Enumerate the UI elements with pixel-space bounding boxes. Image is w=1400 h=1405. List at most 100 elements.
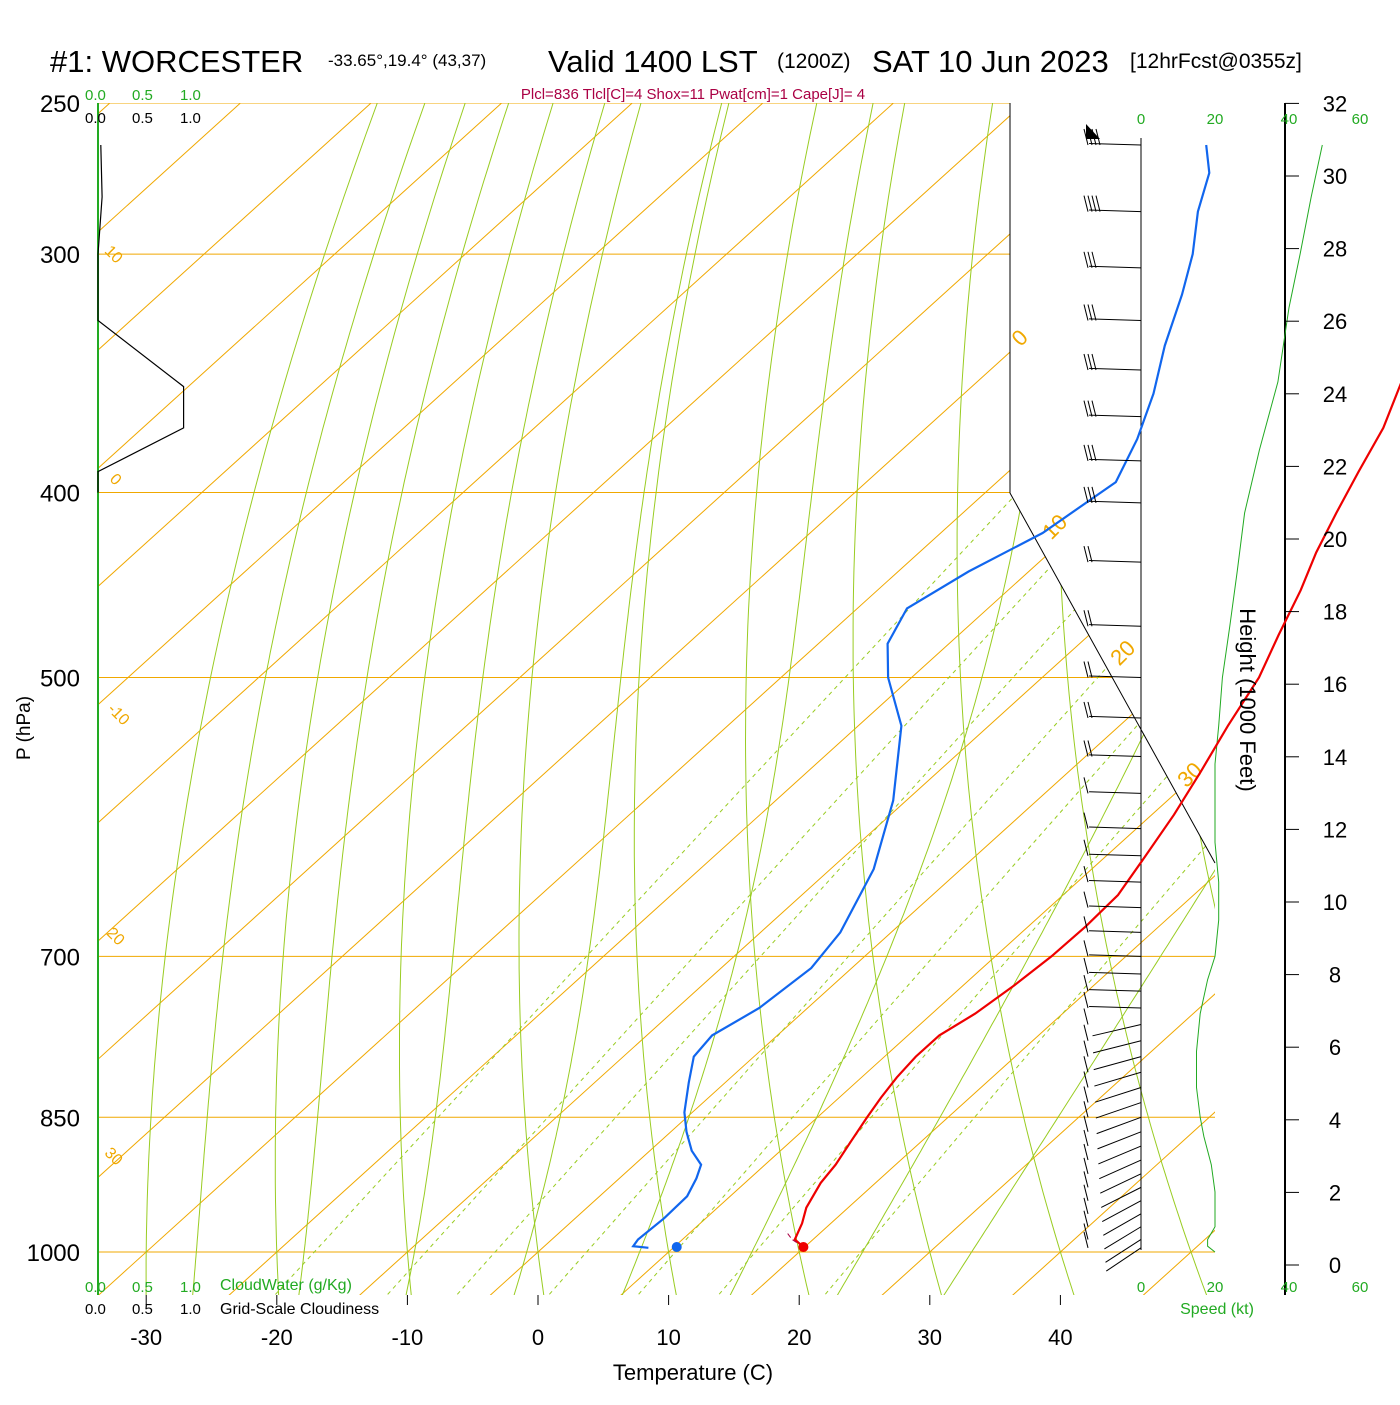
barb-staff bbox=[1089, 716, 1141, 718]
wind-barb bbox=[1084, 252, 1141, 268]
y-axis-title: P (hPa) bbox=[14, 696, 35, 760]
height-tick-label: 2 bbox=[1329, 1180, 1341, 1205]
speed-bottom-tick: 60 bbox=[1352, 1279, 1369, 1296]
height-tick-label: 30 bbox=[1323, 164, 1347, 189]
isotherm-label: 30 bbox=[1172, 757, 1207, 792]
barb-feather bbox=[1092, 252, 1096, 268]
moist-adiabat bbox=[921, 103, 1400, 1331]
wind-barb bbox=[1084, 196, 1141, 212]
barb-feather bbox=[1088, 610, 1092, 626]
isotherm-label: 10 bbox=[1037, 509, 1072, 544]
wind-barb bbox=[1084, 740, 1141, 756]
barb-feather bbox=[1092, 354, 1096, 370]
moist-adiabat bbox=[607, 103, 873, 1331]
barb-staff bbox=[1089, 931, 1141, 933]
cloud-top-green-tick: 0.5 bbox=[132, 87, 153, 104]
barb-staff bbox=[1104, 1227, 1141, 1249]
barb-feather bbox=[1084, 546, 1088, 562]
barb-staff bbox=[1094, 1072, 1141, 1086]
barb-feather bbox=[1084, 445, 1088, 461]
station-coords: -33.65°,19.4° (43,37) bbox=[328, 51, 486, 70]
height-tick-label: 28 bbox=[1323, 237, 1347, 262]
isotherm-label: 0 bbox=[106, 471, 124, 489]
isotherm-label: 20 bbox=[103, 925, 128, 950]
barb-staff bbox=[1093, 1025, 1141, 1036]
barb-feather bbox=[1084, 1087, 1088, 1103]
dry-adiabat bbox=[746, 69, 825, 1331]
barb-staff bbox=[1089, 266, 1141, 268]
pressure-tick-label: 250 bbox=[40, 91, 80, 118]
isotherm-line bbox=[581, 69, 1400, 1331]
barb-staff bbox=[1089, 459, 1141, 461]
pressure-tick-label: 400 bbox=[40, 481, 80, 508]
barb-feather bbox=[1084, 304, 1088, 320]
x-tick-label: 20 bbox=[787, 1325, 811, 1350]
height-tick-label: 10 bbox=[1323, 890, 1347, 915]
height-tick-label: 26 bbox=[1323, 309, 1347, 334]
pressure-tick-label: 300 bbox=[40, 242, 80, 269]
barb-feather bbox=[1092, 196, 1096, 212]
forecast-lead: [12hrFcst@0355z] bbox=[1130, 50, 1302, 73]
x-tick-label: -10 bbox=[392, 1325, 424, 1350]
dry-adiabat bbox=[400, 69, 564, 1331]
cloud-top-green-ticks: 0.0 0.5 1.0 bbox=[85, 87, 201, 104]
barb-feather bbox=[1092, 445, 1096, 461]
cloud-top-black-tick: 1.0 bbox=[180, 110, 201, 127]
barb-feather bbox=[1088, 445, 1092, 461]
dry-adiabat bbox=[957, 69, 1086, 1331]
height-tick-label: 8 bbox=[1329, 963, 1341, 988]
mixing-ratio-line bbox=[820, 493, 1400, 1301]
mixing-ratio-label: 3 bbox=[438, 1298, 457, 1314]
x-tick-label: 30 bbox=[918, 1325, 942, 1350]
cloud-top-black-tick: 0.0 bbox=[85, 110, 106, 127]
barb-feather bbox=[1084, 487, 1088, 503]
wind-barb bbox=[1084, 487, 1141, 503]
barb-staff bbox=[1089, 415, 1141, 417]
barb-staff bbox=[1089, 990, 1141, 992]
barb-feather bbox=[1084, 1056, 1088, 1072]
cloudiness-label: Grid-Scale Cloudiness bbox=[220, 1301, 379, 1318]
barb-staff bbox=[1097, 1117, 1141, 1133]
barb-feather bbox=[1088, 196, 1092, 212]
barb-feather bbox=[1084, 1025, 1088, 1041]
barb-feather bbox=[1084, 740, 1088, 756]
cloud-fraction-line bbox=[98, 145, 184, 493]
wind-barb bbox=[1084, 975, 1141, 991]
height-tick-label: 12 bbox=[1323, 817, 1347, 842]
barb-staff bbox=[1098, 1132, 1141, 1149]
height-tick-label: 18 bbox=[1323, 600, 1347, 625]
barb-staff bbox=[1093, 1041, 1141, 1053]
x-tick-label: 10 bbox=[656, 1325, 680, 1350]
barb-feather bbox=[1084, 1171, 1088, 1187]
cloud-bottom-black-tick: 0.0 bbox=[85, 1301, 106, 1318]
dry-adiabat bbox=[1058, 69, 1220, 1331]
isotherm-label: 10 bbox=[101, 243, 126, 268]
barb-staff bbox=[1089, 210, 1141, 212]
barb-feather bbox=[1088, 662, 1092, 678]
speed-top-tick: 40 bbox=[1281, 111, 1298, 128]
barb-feather bbox=[1092, 304, 1096, 320]
wind-barb bbox=[1084, 1056, 1141, 1086]
surface-dewpoint-dot bbox=[672, 1242, 682, 1252]
speed-bottom-tick: 40 bbox=[1281, 1279, 1298, 1296]
barb-feather bbox=[1084, 702, 1088, 718]
barb-staff bbox=[1089, 368, 1141, 370]
height-tick-label: 22 bbox=[1323, 454, 1347, 479]
wind-barb bbox=[1084, 1232, 1141, 1271]
barb-feather bbox=[1084, 940, 1088, 956]
plot-boundary bbox=[1010, 103, 1215, 863]
cloud-bottom-black-tick: 1.0 bbox=[180, 1301, 201, 1318]
wind-barb bbox=[1084, 813, 1141, 829]
barb-feather bbox=[1084, 1232, 1088, 1248]
isotherm-line bbox=[59, 69, 1400, 1331]
isotherm-line bbox=[0, 69, 670, 1331]
stability-indices: Plcl=836 Tlcl[C]=4 Shox=11 Pwat[cm]=1 Ca… bbox=[521, 86, 865, 103]
speed-bottom-tick: 0 bbox=[1137, 1279, 1145, 1296]
barb-feather bbox=[1088, 354, 1092, 370]
barb-feather bbox=[1084, 401, 1088, 417]
barb-staff bbox=[1095, 1088, 1141, 1103]
wind-barb bbox=[1084, 1185, 1141, 1222]
barb-feather bbox=[1084, 1116, 1088, 1132]
barb-staff bbox=[1089, 143, 1141, 145]
